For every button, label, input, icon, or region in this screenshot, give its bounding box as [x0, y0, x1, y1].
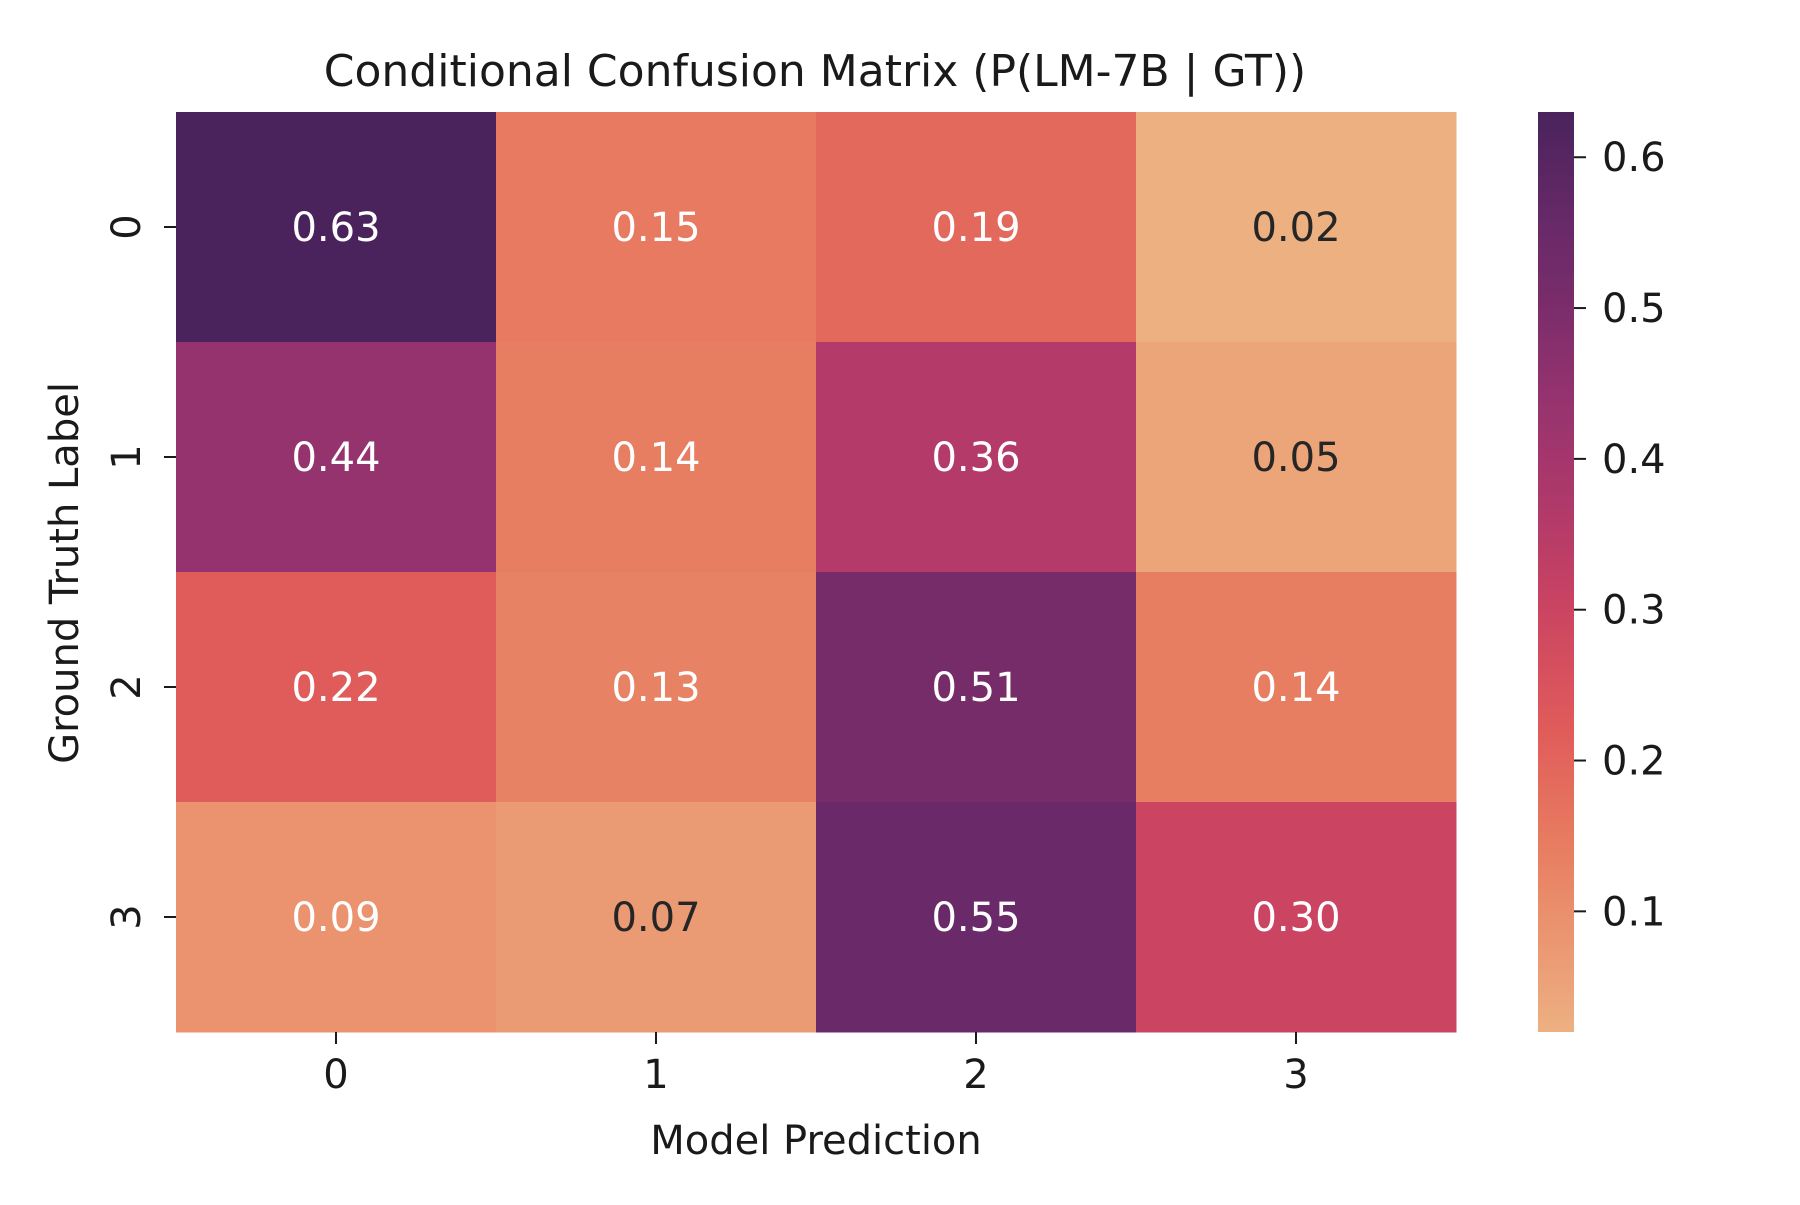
x-tick-label: 2: [963, 1052, 988, 1098]
heatmap-cell-r1-c3: [1136, 342, 1457, 573]
y-tick-label: 2: [104, 674, 150, 699]
cell-value-label: 0.02: [1251, 205, 1340, 251]
heatmap-cell-r1-c1: [496, 342, 817, 573]
cell-value-label: 0.63: [291, 205, 380, 251]
y-tick-label: 3: [104, 904, 150, 929]
heatmap-cell-r0-c2: [816, 112, 1137, 343]
colorbar-tick-label: 0.3: [1602, 588, 1666, 634]
y-tick-label: 1: [104, 444, 150, 469]
colorbar: 0.1 0.2 0.3 0.4 0.5 0.6: [1538, 112, 1666, 1032]
heatmap-cell-r2-c3: [1136, 572, 1457, 803]
colorbar-gradient: [1538, 112, 1574, 1032]
cell-value-label: 0.19: [931, 205, 1020, 251]
cell-value-label: 0.44: [291, 435, 380, 481]
heatmap-cells: 0.63 0.15 0.19 0.02 0.44 0.14 0.36 0.05 0.22 0.13…: [176, 112, 1457, 1033]
chart-title: Conditional Confusion Matrix (P(LM-7B | …: [324, 46, 1306, 97]
heatmap-cell-r2-c2: [816, 572, 1137, 803]
y-axis-label: Ground Truth Label: [42, 382, 88, 764]
y-axis-ticks: 0 1 2 3: [104, 214, 176, 930]
heatmap-cell-r3-c2: [816, 802, 1137, 1033]
x-tick-label: 0: [323, 1052, 348, 1098]
y-tick-label: 0: [104, 214, 150, 239]
cell-value-label: 0.22: [291, 665, 380, 711]
cell-value-label: 0.05: [1251, 435, 1340, 481]
cell-value-label: 0.55: [931, 895, 1020, 941]
heatmap-cell-r2-c1: [496, 572, 817, 803]
cell-value-label: 0.14: [611, 435, 700, 481]
x-axis-label: Model Prediction: [650, 1118, 982, 1164]
colorbar-tick-label: 0.1: [1602, 889, 1666, 935]
cell-value-label: 0.13: [611, 665, 700, 711]
heatmap-cell-r0-c1: [496, 112, 817, 343]
heatmap-cell-r1-c0: [176, 342, 497, 573]
heatmap-cell-r2-c0: [176, 572, 497, 803]
heatmap-cell-r3-c3: [1136, 802, 1457, 1033]
x-tick-label: 3: [1283, 1052, 1308, 1098]
x-tick-label: 1: [643, 1052, 668, 1098]
cell-value-label: 0.14: [1251, 665, 1340, 711]
cell-value-label: 0.07: [611, 895, 700, 941]
cell-value-label: 0.36: [931, 435, 1020, 481]
heatmap-cell-r0-c0: [176, 112, 497, 343]
colorbar-tick-label: 0.2: [1602, 739, 1666, 785]
x-axis-ticks: 0 1 2 3: [323, 1032, 1309, 1098]
heatmap-cell-r1-c2: [816, 342, 1137, 573]
colorbar-tick-label: 0.6: [1602, 135, 1666, 181]
cell-value-label: 0.15: [611, 205, 700, 251]
cell-value-label: 0.09: [291, 895, 380, 941]
heatmap-cell-r3-c0: [176, 802, 497, 1033]
cell-value-label: 0.51: [931, 665, 1020, 711]
heatmap-cell-r3-c1: [496, 802, 817, 1033]
colorbar-tick-label: 0.5: [1602, 286, 1666, 332]
cell-value-label: 0.30: [1251, 895, 1340, 941]
heatmap-cell-r0-c3: [1136, 112, 1457, 343]
colorbar-tick-label: 0.4: [1602, 437, 1666, 483]
